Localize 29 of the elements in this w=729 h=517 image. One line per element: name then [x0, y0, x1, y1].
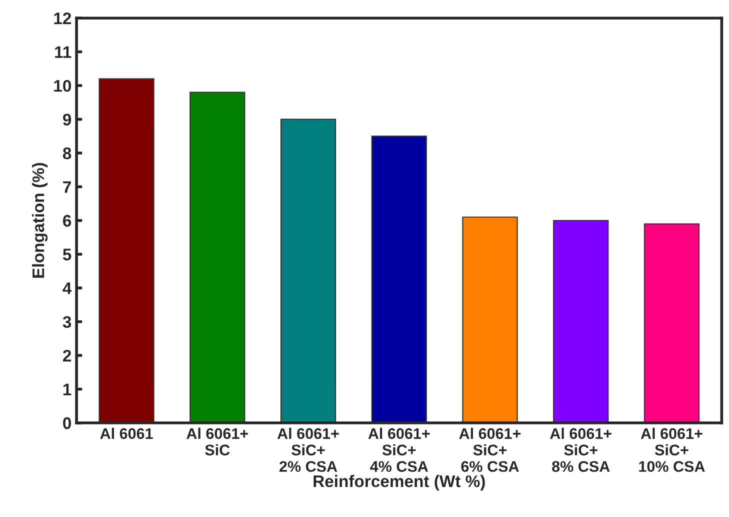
y-tick-label: 4 [62, 282, 72, 294]
y-tick-label: 9 [62, 114, 72, 126]
x-tick-label: Al 6061 [100, 428, 153, 439]
x-tick-label: Al 6061+ SiC+ 2% CSA [277, 428, 339, 472]
y-tick-label: 0 [63, 417, 71, 430]
x-tick-label: Al 6061+ SiC+ 6% CSA [459, 428, 521, 472]
bar [190, 92, 246, 423]
bar [553, 220, 609, 423]
y-tick-label: 5 [62, 248, 72, 260]
y-tick-label: 10 [54, 80, 72, 92]
y-tick-label: 8 [62, 147, 72, 160]
x-tick-label: Al 6061+ SiC+ 4% CSA [368, 428, 430, 472]
bar [371, 136, 427, 423]
bar [98, 78, 154, 423]
y-axis-title: Elongation (%) [32, 163, 48, 278]
bar [644, 223, 700, 423]
y-tick-label: 12 [54, 12, 72, 24]
y-tick-label: 1 [63, 384, 72, 396]
y-tick-label: 7 [63, 181, 71, 193]
y-tick-label: 3 [62, 316, 72, 328]
y-tick-label: 6 [63, 214, 72, 227]
x-axis-title: Reinforcement (Wt %) [314, 474, 485, 490]
y-tick-label: 11 [55, 46, 72, 58]
bar [280, 118, 336, 423]
bar [462, 216, 518, 423]
x-tick-label: Al 6061+ SiC [186, 428, 248, 456]
x-tick-label: Al 6061+ SiC+ 10% CSA [639, 428, 705, 472]
x-tick-label: Al 6061+ SiC+ 8% CSA [550, 428, 612, 472]
y-tick-label: 2 [62, 350, 72, 362]
